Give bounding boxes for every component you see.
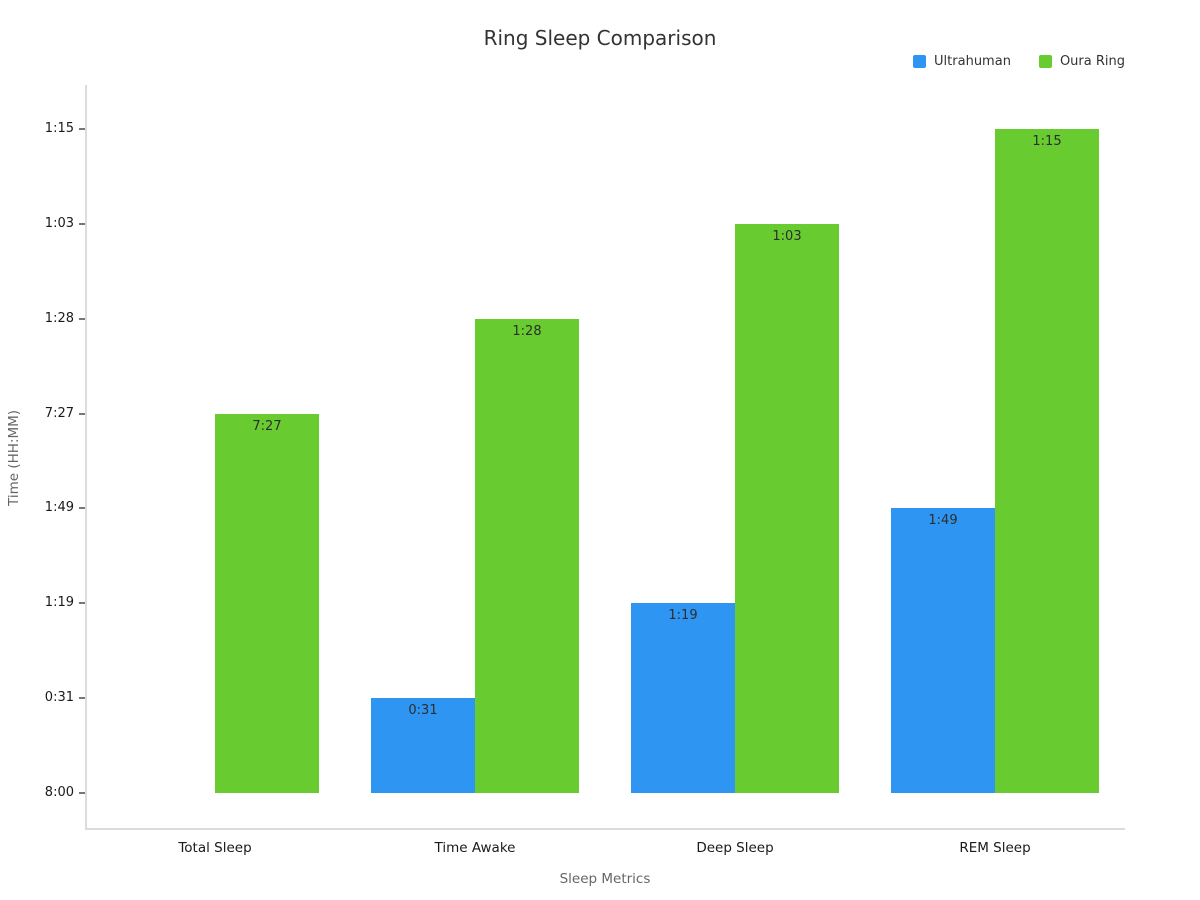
- bar-value-label: 7:27: [252, 418, 282, 434]
- legend-item-ultrahuman[interactable]: Ultrahuman: [913, 54, 1011, 69]
- bar-value-label: 1:15: [1032, 134, 1062, 149]
- chart-title: Ring Sleep Comparison: [483, 26, 717, 50]
- y-tick-mark: [79, 128, 85, 130]
- x-tick-label: Deep Sleep: [696, 840, 774, 856]
- y-tick-label: 1:19: [44, 595, 74, 611]
- plot-area: [85, 85, 1125, 830]
- x-tick-label: Time Awake: [434, 840, 516, 856]
- bar-value-label: 1:49: [928, 513, 958, 529]
- x-tick-label: REM Sleep: [959, 840, 1031, 856]
- bar-value-label: 1:19: [668, 608, 698, 624]
- y-tick-mark: [79, 317, 85, 320]
- bar-value-label: 0:31: [408, 703, 438, 719]
- y-tick-label: 1:49: [44, 500, 74, 516]
- y-tick-label: 1:03: [44, 215, 74, 231]
- bar-ultrahuman: [631, 603, 735, 793]
- bar-ultrahuman: [371, 698, 475, 793]
- x-tick-label: Total Sleep: [178, 840, 252, 856]
- legend-swatch-ultrahuman: [913, 55, 927, 68]
- y-tick-label: 1:15: [44, 121, 74, 136]
- y-tick-label: 0:31: [44, 690, 74, 706]
- y-tick-label: 8:00: [44, 785, 74, 800]
- y-tick-mark: [79, 222, 85, 225]
- y-tick-label: 1:28: [44, 310, 74, 326]
- bar-value-label: 1:28: [512, 323, 542, 339]
- y-tick-label: 7:27: [44, 405, 74, 421]
- legend-item-oura-ring[interactable]: Oura Ring: [1038, 54, 1125, 69]
- y-tick-mark: [79, 602, 85, 605]
- y-axis-title: Time (HH:MM): [6, 409, 22, 507]
- y-tick-mark: [79, 697, 85, 700]
- bar-oura-ring: [475, 318, 579, 793]
- y-tick-mark: [79, 507, 85, 510]
- y-tick-mark: [79, 792, 85, 794]
- x-axis-title: Sleep Metrics: [559, 871, 651, 887]
- bar-oura-ring: [735, 223, 839, 793]
- bar-value-label: 1:03: [772, 228, 802, 244]
- bar-oura-ring: [995, 129, 1099, 793]
- bar-ultrahuman: [891, 508, 995, 793]
- legend: Ultrahuman Oura Ring: [913, 54, 1125, 69]
- bar-oura-ring: [215, 413, 319, 793]
- y-tick-mark: [79, 412, 85, 415]
- legend-label-ultrahuman: Ultrahuman: [934, 54, 1011, 69]
- legend-swatch-oura-ring: [1038, 55, 1052, 68]
- legend-label-oura-ring: Oura Ring: [1059, 54, 1125, 69]
